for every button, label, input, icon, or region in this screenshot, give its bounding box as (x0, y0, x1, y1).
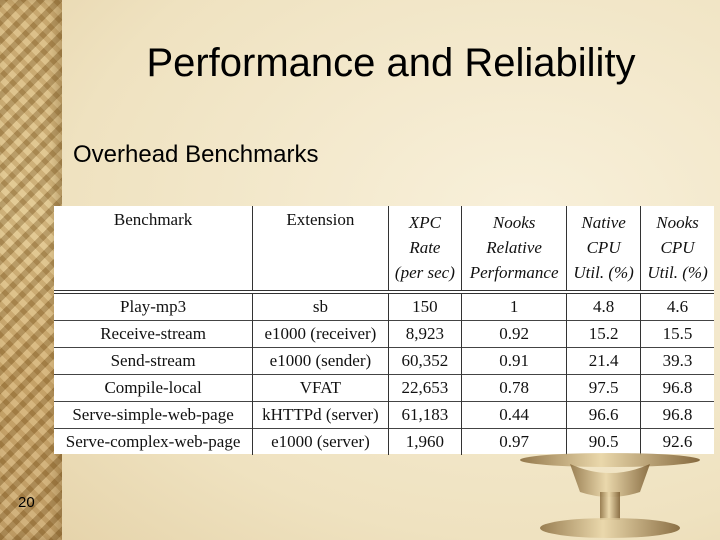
cell-relative-performance: 1 (461, 292, 568, 321)
cell-relative-performance: 0.91 (461, 347, 568, 375)
cell-extension: e1000 (receiver) (252, 320, 389, 348)
cell-native-cpu: 96.6 (566, 401, 642, 429)
cell-relative-performance: 0.92 (461, 320, 568, 348)
header-nooks-cpu-util: Nooks CPU Util. (%) (640, 206, 714, 294)
cell-relative-performance: 0.78 (461, 374, 568, 402)
header-extension: Extension (252, 206, 389, 294)
decorative-pedestal (520, 453, 700, 538)
cell-benchmark: Compile-local (54, 374, 254, 402)
cell-xpc-rate: 1,960 (387, 428, 463, 455)
slide-subtitle: Overhead Benchmarks (73, 141, 319, 168)
cell-native-cpu: 15.2 (566, 320, 642, 348)
cell-benchmark: Serve-complex-web-page (54, 428, 254, 455)
cell-relative-performance: 0.44 (461, 401, 568, 429)
cell-nooks-cpu: 15.5 (640, 320, 714, 348)
cell-nooks-cpu: 96.8 (640, 374, 714, 402)
cell-native-cpu: 97.5 (566, 374, 642, 402)
header-xpc-rate: XPC Rate (per sec) (387, 206, 463, 294)
benchmark-table-container: Benchmark Extension XPC Rate (per sec) Noo… (54, 206, 714, 455)
cell-native-cpu: 90.5 (566, 428, 642, 455)
cell-relative-performance: 0.97 (461, 428, 568, 455)
table-row: Play-mp3 sb 150 1 4.8 4.6 (54, 292, 714, 321)
cell-extension: e1000 (server) (252, 428, 389, 455)
decorative-border-strip (0, 0, 62, 540)
cell-native-cpu: 21.4 (566, 347, 642, 375)
cell-benchmark: Send-stream (54, 347, 254, 375)
cell-benchmark: Play-mp3 (54, 292, 254, 321)
cell-extension: VFAT (252, 374, 389, 402)
cell-xpc-rate: 8,923 (387, 320, 463, 348)
cell-xpc-rate: 61,183 (387, 401, 463, 429)
slide-number: 20 (18, 494, 35, 511)
header-benchmark: Benchmark (54, 206, 254, 294)
cell-extension: sb (252, 292, 389, 321)
table-row: Send-stream e1000 (sender) 60,352 0.91 2… (54, 347, 714, 375)
cell-extension: kHTTPd (server) (252, 401, 389, 429)
table-row: Serve-complex-web-page e1000 (server) 1,… (54, 428, 714, 455)
cell-nooks-cpu: 4.6 (640, 292, 714, 321)
table-row: Receive-stream e1000 (receiver) 8,923 0.… (54, 320, 714, 348)
cell-xpc-rate: 150 (387, 292, 463, 321)
cell-xpc-rate: 60,352 (387, 347, 463, 375)
header-nooks-relative-performance: Nooks Relative Performance (461, 206, 568, 294)
cell-nooks-cpu: 96.8 (640, 401, 714, 429)
cell-xpc-rate: 22,653 (387, 374, 463, 402)
table-header-row: Benchmark Extension XPC Rate (per sec) Noo… (54, 206, 714, 294)
table-row: Serve-simple-web-page kHTTPd (server) 61… (54, 401, 714, 429)
header-native-cpu-util: Native CPU Util. (%) (566, 206, 642, 294)
cell-benchmark: Receive-stream (54, 320, 254, 348)
cell-extension: e1000 (sender) (252, 347, 389, 375)
slide-title: Performance and Reliability (146, 41, 636, 85)
cell-benchmark: Serve-simple-web-page (54, 401, 254, 429)
cell-nooks-cpu: 39.3 (640, 347, 714, 375)
benchmark-table: Benchmark Extension XPC Rate (per sec) Noo… (54, 206, 714, 455)
cell-native-cpu: 4.8 (566, 292, 642, 321)
cell-nooks-cpu: 92.6 (640, 428, 714, 455)
table-row: Compile-local VFAT 22,653 0.78 97.5 96.8 (54, 374, 714, 402)
